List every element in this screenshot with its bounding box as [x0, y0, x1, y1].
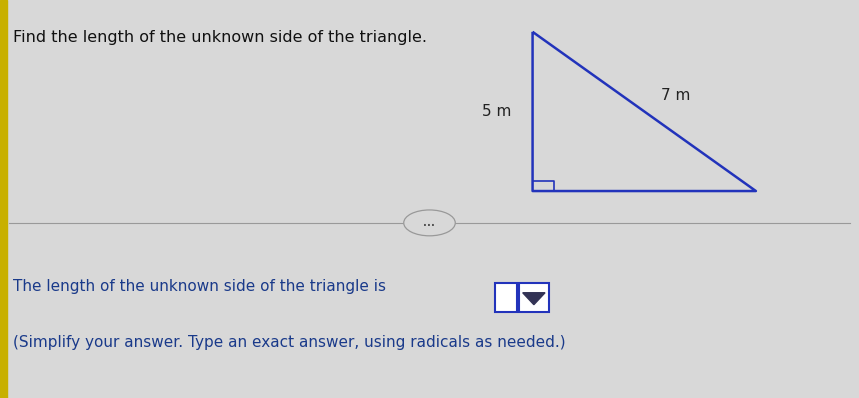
- Ellipse shape: [404, 210, 455, 236]
- Text: 5 m: 5 m: [482, 104, 511, 119]
- Polygon shape: [522, 293, 545, 305]
- Bar: [519, 283, 549, 312]
- Text: The length of the unknown side of the triangle is: The length of the unknown side of the tr…: [13, 279, 386, 294]
- Text: ...: ...: [423, 218, 436, 228]
- Text: Find the length of the unknown side of the triangle.: Find the length of the unknown side of t…: [13, 30, 427, 45]
- Text: 7 m: 7 m: [661, 88, 691, 103]
- Bar: [0, 0, 7, 398]
- Text: (Simplify your answer. Type an exact answer, using radicals as needed.): (Simplify your answer. Type an exact ans…: [13, 335, 565, 350]
- Bar: [495, 283, 517, 312]
